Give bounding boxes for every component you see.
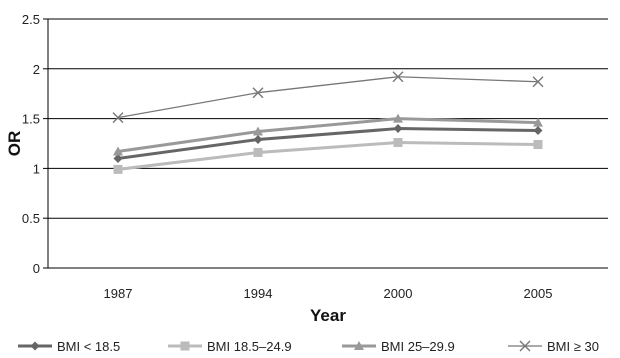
y-tick-labels: 0 0.5 1 1.5 2 2.5 (22, 12, 40, 276)
series-2 (113, 138, 543, 174)
series-line (117, 117, 539, 153)
data-point (392, 71, 404, 83)
data-point (113, 153, 123, 163)
data-point (252, 87, 264, 99)
x-tick-labels: 1987 1994 2000 2005 (104, 286, 553, 301)
x-tick-label: 2000 (384, 286, 413, 301)
series-line (117, 127, 539, 160)
y-axis-title: OR (5, 131, 24, 157)
y-tick-label: 2 (33, 62, 40, 77)
data-point (533, 117, 543, 127)
data-point (533, 126, 543, 136)
data-point (532, 76, 544, 88)
x-axis-title: Year (310, 306, 346, 325)
data-point (253, 126, 263, 136)
data-point (113, 146, 123, 156)
series-1 (113, 124, 543, 163)
data-point (393, 113, 403, 123)
data-point (533, 139, 543, 149)
x-tick-label: 1987 (104, 286, 133, 301)
series-line (117, 76, 539, 119)
y-tick-label: 1.5 (22, 112, 40, 127)
legend-label: BMI 18.5–24.9 (207, 339, 292, 354)
legend-marker (519, 340, 531, 352)
y-tick-label: 0 (33, 261, 40, 276)
data-point (112, 112, 124, 124)
legend-marker (180, 341, 190, 351)
x-tick-label: 1994 (244, 286, 273, 301)
data-point (393, 138, 403, 148)
legend-marker (354, 341, 364, 350)
x-tick-label: 2005 (524, 286, 553, 301)
y-tick-label: 0.5 (22, 211, 40, 226)
legend-item: BMI < 18.5 (18, 339, 120, 354)
legend-label: BMI < 18.5 (57, 339, 120, 354)
data-point (393, 124, 403, 134)
data-point (113, 164, 123, 174)
y-tick-label: 1 (33, 161, 40, 176)
legend-marker (30, 341, 40, 351)
series-line (117, 141, 539, 171)
gridlines (43, 18, 608, 269)
data-point (253, 147, 263, 157)
legend-item: BMI 18.5–24.9 (168, 339, 292, 354)
legend: BMI < 18.5 BMI 18.5–24.9 BMI 25–29.9 BMI ≥ … (18, 339, 599, 354)
series-group (112, 71, 544, 174)
axes (47, 19, 608, 269)
legend-label: BMI 25–29.9 (381, 339, 455, 354)
series-3 (113, 113, 543, 156)
data-point (253, 135, 263, 145)
legend-item: BMI 25–29.9 (342, 339, 455, 354)
y-tick-label: 2.5 (22, 12, 40, 27)
legend-label: BMI ≥ 30 (547, 339, 599, 354)
legend-item: BMI ≥ 30 (508, 339, 599, 354)
series-4 (112, 71, 544, 124)
